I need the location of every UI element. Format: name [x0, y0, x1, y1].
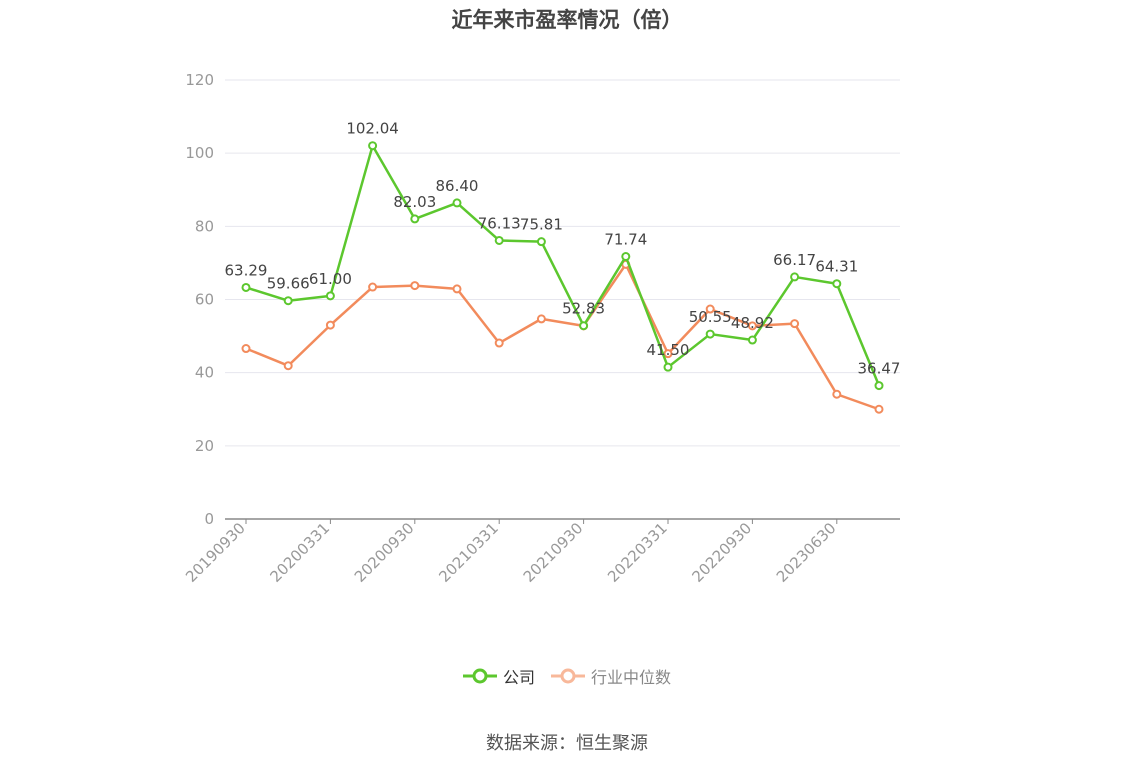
- data-point: [494, 338, 504, 348]
- legend-item-company[interactable]: 公司: [462, 664, 535, 688]
- data-point: [368, 282, 378, 292]
- data-label: 61.00: [309, 270, 352, 288]
- data-point: [747, 335, 757, 345]
- series-line: [245, 263, 880, 411]
- data-point: [790, 319, 800, 329]
- data-point: [452, 284, 462, 294]
- data-point: [832, 389, 842, 399]
- x-tick-label: 20210930: [520, 519, 587, 586]
- data-point: [283, 296, 293, 306]
- data-point: [790, 272, 800, 282]
- data-point: [663, 362, 673, 372]
- data-point: [663, 349, 673, 359]
- data-point: [241, 282, 251, 292]
- x-tick-label: 20220331: [604, 519, 671, 586]
- y-tick-label: 100: [185, 144, 214, 162]
- chart-title: 近年来市盈率情况（倍）: [451, 8, 683, 32]
- x-tick-label: 20200331: [267, 519, 334, 586]
- data-point: [283, 361, 293, 371]
- data-point: [621, 252, 631, 262]
- data-label: 63.29: [225, 261, 268, 279]
- data-label: 71.74: [604, 231, 647, 249]
- data-point: [579, 321, 589, 331]
- data-label: 36.47: [858, 360, 901, 378]
- x-tick-label: 20190930: [182, 519, 249, 586]
- data-label: 41.50: [647, 341, 690, 359]
- data-point: [410, 281, 420, 291]
- data-label: 102.04: [346, 120, 399, 138]
- data-source-note: 数据来源：恒生聚源: [486, 733, 648, 754]
- legend-industry-icon: [551, 668, 585, 684]
- data-point: [241, 344, 251, 354]
- data-point: [452, 198, 462, 208]
- data-label: 66.17: [773, 251, 816, 269]
- data-point: [494, 235, 504, 245]
- y-tick-label: 80: [195, 217, 214, 235]
- data-point: [410, 214, 420, 224]
- legend-company-icon: [462, 668, 497, 684]
- data-label: 52.83: [562, 300, 605, 318]
- chart-legend: 公司 行业中位数: [0, 664, 1134, 688]
- data-label: 86.40: [436, 177, 479, 195]
- x-tick-label: 20230630: [773, 519, 840, 586]
- legend-company-label: 公司: [502, 668, 535, 687]
- data-point: [874, 404, 884, 414]
- y-tick-label: 60: [195, 291, 214, 309]
- data-point: [325, 291, 335, 301]
- data-label: 76.13: [478, 214, 521, 232]
- data-label: 75.81: [520, 216, 563, 234]
- y-tick-label: 20: [195, 437, 214, 455]
- data-point: [536, 237, 546, 247]
- data-point: [536, 314, 546, 324]
- x-tick-label: 20210331: [435, 519, 502, 586]
- data-label: 50.55: [689, 308, 732, 326]
- x-tick-label: 20220930: [689, 519, 756, 586]
- data-label: 64.31: [815, 258, 858, 276]
- x-tick-label: 20200930: [351, 519, 418, 586]
- data-point: [705, 329, 715, 339]
- data-point: [874, 381, 884, 391]
- data-label: 82.03: [393, 193, 436, 211]
- y-tick-label: 0: [204, 510, 214, 528]
- series-line: [245, 144, 881, 387]
- data-label: 48.92: [731, 314, 774, 332]
- data-point: [747, 321, 757, 331]
- data-point: [368, 141, 378, 151]
- legend-industry-label: 行业中位数: [591, 668, 672, 687]
- y-tick-label: 120: [185, 71, 214, 89]
- y-tick-label: 40: [195, 364, 214, 382]
- legend-item-industry-median[interactable]: 行业中位数: [551, 664, 671, 688]
- data-point: [832, 279, 842, 289]
- data-label: 59.66: [267, 275, 310, 293]
- data-point: [705, 304, 715, 314]
- data-point: [325, 320, 335, 330]
